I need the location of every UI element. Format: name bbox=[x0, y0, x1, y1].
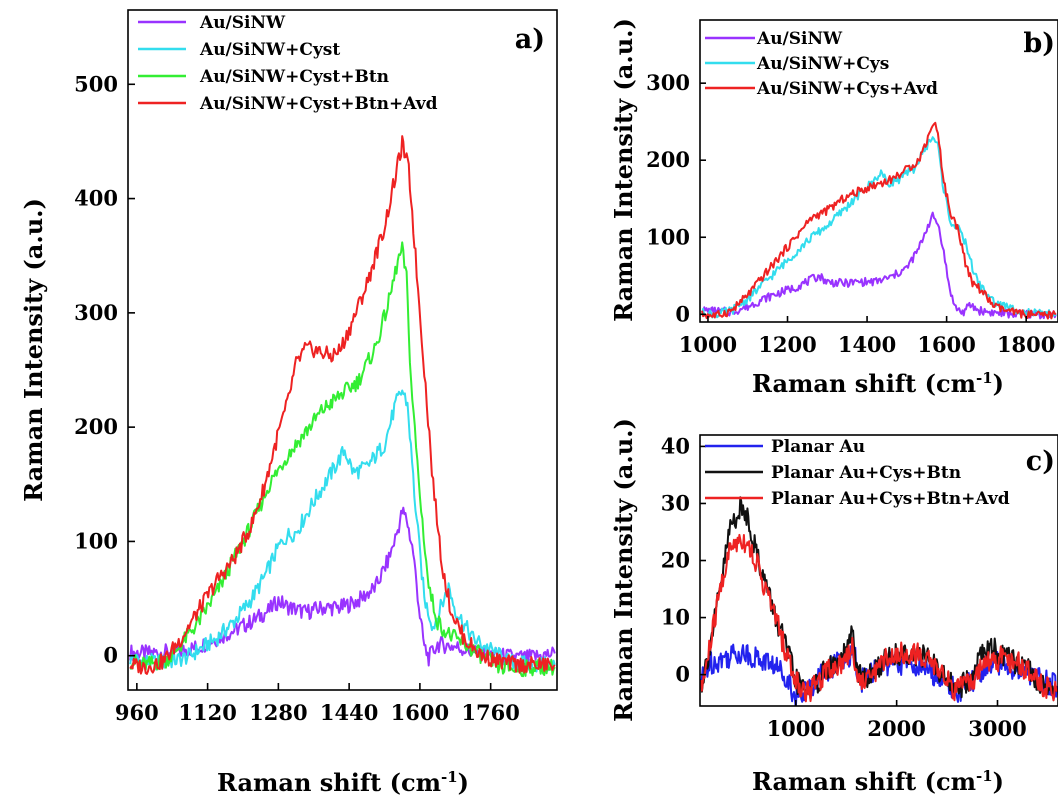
x-axis-label: Raman shift (cm-1) bbox=[217, 768, 469, 797]
y-tick-label: 0 bbox=[675, 662, 690, 687]
y-axis-label: Raman Intensity (a.u.) bbox=[609, 18, 638, 322]
x-tick-label: 1120 bbox=[178, 700, 236, 725]
y-tick-label: 300 bbox=[74, 300, 118, 325]
y-tick-label: 500 bbox=[74, 71, 118, 96]
x-tick-label: 960 bbox=[115, 700, 159, 725]
y-tick-label: 200 bbox=[646, 147, 690, 172]
x-tick-label: 1400 bbox=[838, 332, 896, 357]
x-tick-label: 1440 bbox=[320, 700, 378, 725]
legend-label: Au/SiNW+Cyst+Btn+Avd bbox=[199, 94, 438, 114]
plot-frame bbox=[127, 9, 558, 691]
series-line-2 bbox=[701, 136, 1057, 319]
legend-label: Planar Au bbox=[771, 437, 865, 457]
chart-panel-2: 1000 1200 1400 1600 1800 0 100 200 300 Raman shif… bbox=[609, 18, 1058, 398]
plot-frame bbox=[699, 434, 1058, 707]
y-tick-label: 300 bbox=[646, 70, 690, 95]
chart-panel-3: 1000 2000 3000 0 10 20 30 40 Raman shift (cm-1) R… bbox=[609, 418, 1058, 796]
legend-label: Au/SiNW+Cyst+Btn bbox=[199, 67, 389, 87]
y-tick-label: 20 bbox=[661, 548, 690, 573]
x-axis-label: Raman shift (cm-1) bbox=[752, 369, 1004, 398]
series-line-4 bbox=[129, 135, 556, 675]
plot-frame bbox=[699, 19, 1058, 323]
x-tick-label: 1800 bbox=[997, 332, 1055, 357]
legend-label: Au/SiNW+Cys bbox=[756, 54, 889, 74]
y-tick-label: 0 bbox=[103, 643, 118, 668]
x-tick-label: 1000 bbox=[767, 716, 825, 741]
y-axis-label: Raman Intensity (a.u.) bbox=[19, 198, 48, 502]
chart-panel-1: 960 1120 1280 1440 1600 1760 0 100 200 300 400 500 R… bbox=[19, 9, 558, 797]
series-line-1 bbox=[701, 211, 1057, 320]
series-line-2 bbox=[700, 496, 1058, 702]
legend-label: Planar Au+Cys+Btn+Avd bbox=[771, 489, 1010, 509]
legend-label: Planar Au+Cys+Btn bbox=[771, 463, 961, 483]
legend-label: Au/SiNW+Cys+Avd bbox=[756, 79, 938, 99]
y-tick-label: 0 bbox=[675, 301, 690, 326]
y-tick-label: 200 bbox=[74, 414, 118, 439]
legend-label: Au/SiNW bbox=[756, 29, 843, 49]
y-axis-label: Raman Intensity (a.u.) bbox=[609, 418, 638, 722]
x-tick-label: 1600 bbox=[917, 332, 975, 357]
series-line-1 bbox=[129, 506, 556, 667]
x-tick-label: 1200 bbox=[758, 332, 816, 357]
y-tick-label: 100 bbox=[646, 224, 690, 249]
series-line-3 bbox=[700, 533, 1058, 703]
y-tick-label: 400 bbox=[74, 186, 118, 211]
x-tick-label: 3000 bbox=[968, 716, 1026, 741]
panel-label: c) bbox=[1026, 446, 1055, 477]
y-tick-label: 40 bbox=[661, 433, 690, 458]
legend-label: Au/SiNW bbox=[199, 13, 286, 33]
x-tick-label: 1600 bbox=[391, 700, 449, 725]
y-tick-label: 10 bbox=[661, 605, 690, 630]
x-tick-label: 1760 bbox=[461, 700, 519, 725]
panel-label: b) bbox=[1023, 28, 1055, 59]
series-line-2 bbox=[129, 389, 556, 673]
y-tick-label: 100 bbox=[74, 528, 118, 553]
panel-label: a) bbox=[515, 24, 545, 55]
x-tick-label: 2000 bbox=[867, 716, 925, 741]
x-tick-label: 1000 bbox=[679, 332, 737, 357]
legend-label: Au/SiNW+Cyst bbox=[199, 40, 340, 60]
series-line-3 bbox=[701, 121, 1057, 320]
y-tick-label: 30 bbox=[661, 490, 690, 515]
x-tick-label: 1280 bbox=[249, 700, 307, 725]
x-axis-label: Raman shift (cm-1) bbox=[752, 767, 1004, 796]
